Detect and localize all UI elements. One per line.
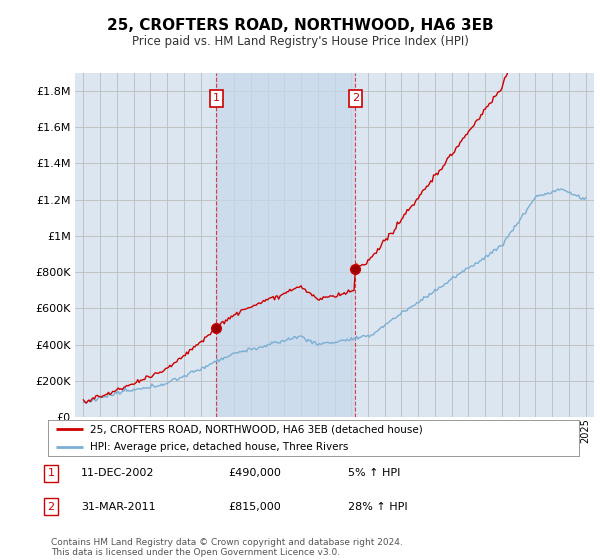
Text: 1: 1 xyxy=(47,468,55,478)
Text: Price paid vs. HM Land Registry's House Price Index (HPI): Price paid vs. HM Land Registry's House … xyxy=(131,35,469,49)
Text: 31-MAR-2011: 31-MAR-2011 xyxy=(81,502,155,512)
Text: 2: 2 xyxy=(352,93,359,103)
Text: 28% ↑ HPI: 28% ↑ HPI xyxy=(348,502,407,512)
Text: 1: 1 xyxy=(213,93,220,103)
Text: 25, CROFTERS ROAD, NORTHWOOD, HA6 3EB: 25, CROFTERS ROAD, NORTHWOOD, HA6 3EB xyxy=(107,18,493,32)
Bar xyxy=(217,73,355,417)
Text: 2: 2 xyxy=(47,502,55,512)
Text: 11-DEC-2002: 11-DEC-2002 xyxy=(81,468,155,478)
Text: Contains HM Land Registry data © Crown copyright and database right 2024.
This d: Contains HM Land Registry data © Crown c… xyxy=(51,538,403,557)
Text: HPI: Average price, detached house, Three Rivers: HPI: Average price, detached house, Thre… xyxy=(91,442,349,452)
Text: £490,000: £490,000 xyxy=(228,468,281,478)
Text: £815,000: £815,000 xyxy=(228,502,281,512)
Text: 5% ↑ HPI: 5% ↑ HPI xyxy=(348,468,400,478)
Text: 25, CROFTERS ROAD, NORTHWOOD, HA6 3EB (detached house): 25, CROFTERS ROAD, NORTHWOOD, HA6 3EB (d… xyxy=(91,424,423,434)
